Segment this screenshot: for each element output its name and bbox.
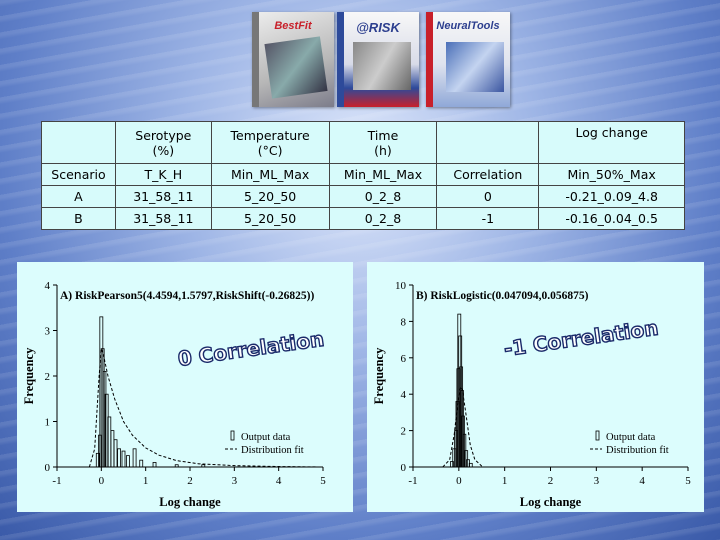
histogram-bar: [121, 450, 126, 468]
table-cell: 5_20_50: [210, 185, 330, 208]
distribution-fit-curve: [442, 385, 483, 468]
table-cell: 31_58_11: [114, 185, 212, 208]
legend-bar-swatch: [230, 430, 235, 441]
legend-entry: Output data: [606, 432, 656, 443]
x-tick-label: 3: [594, 475, 600, 487]
histogram-bar: [174, 464, 179, 468]
table-header-cell: [436, 121, 540, 164]
product-name: @RISK: [356, 20, 400, 35]
table-cell: 0: [436, 185, 540, 208]
header-temperature: Temperature (°C): [230, 127, 310, 158]
table-cell: -0.21_0.09_4.8: [538, 185, 685, 208]
histogram-bar: [139, 459, 144, 468]
y-tick-label: 4: [401, 389, 407, 401]
legend-bar-swatch: [595, 430, 600, 441]
table-cell: B: [41, 207, 116, 230]
table-cell: Min_50%_Max: [538, 163, 685, 186]
histogram-bar: [102, 371, 107, 468]
x-tick-label: 5: [320, 475, 326, 487]
table-header-row-1: Serotype (%) Temperature (°C) Time (h) L…: [41, 121, 685, 164]
table-header-row-2: Scenario T_K_H Min_ML_Max Min_ML_Max Cor…: [41, 163, 685, 186]
y-axis-label: Frequency: [22, 347, 36, 404]
product-box-bestfit: BestFit: [252, 12, 334, 107]
y-tick-label: 8: [401, 316, 407, 328]
chart-title: A) RiskPearson5(4.4594,1.5797,RiskShift(…: [60, 290, 314, 302]
histogram-plot-b: -1 0 1 2 3 4 5 0 2 4 6 8 10 B) RiskLogistic(0.047094,…: [367, 262, 704, 512]
header-serotype: Serotype (%): [135, 127, 192, 158]
histogram-bar: [468, 462, 473, 468]
table-cell: 5_20_50: [210, 207, 330, 230]
y-tick-label: 0: [401, 462, 407, 474]
table-header-cell: Serotype (%): [114, 121, 212, 164]
header-log-change: Log change: [575, 125, 648, 140]
x-tick-label: 2: [548, 475, 554, 487]
table-cell: Correlation: [436, 163, 540, 186]
table-cell: 31_58_11: [114, 207, 212, 230]
y-tick-label: 10: [395, 280, 407, 292]
table-cell: Min_ML_Max: [328, 163, 438, 186]
histogram-bar: [117, 448, 121, 468]
histogram-bar: [110, 430, 115, 468]
y-tick-label: 3: [45, 326, 51, 338]
scenario-table: Serotype (%) Temperature (°C) Time (h) L…: [41, 121, 685, 230]
table-cell: A: [41, 185, 116, 208]
correlation-annotation: -1 Correlation: [502, 316, 659, 361]
table-header-cell: [41, 121, 116, 164]
histogram-bar: [95, 452, 100, 468]
x-tick-label: 1: [143, 475, 149, 487]
table-cell: T_K_H: [114, 163, 212, 186]
x-tick-label: 4: [639, 475, 645, 487]
y-tick-label: 2: [401, 426, 407, 438]
y-tick-label: 1: [45, 417, 51, 429]
product-box-neuraltools: NeuralTools: [426, 12, 510, 107]
x-tick-label: -1: [52, 475, 61, 487]
header-time: Time (h): [367, 127, 399, 158]
x-tick-label: 5: [685, 475, 691, 487]
histogram-bar: [201, 464, 206, 468]
histogram-bar: [113, 439, 118, 468]
x-tick-label: 1: [502, 475, 508, 487]
chart-title: B) RiskLogistic(0.047094,0.056875): [416, 290, 589, 302]
x-tick-label: 3: [232, 475, 238, 487]
histogram-bar: [132, 448, 137, 468]
table-cell: 0_2_8: [328, 185, 438, 208]
y-tick-label: 0: [45, 462, 51, 474]
table-cell: -0.16_0.04_0.5: [538, 207, 685, 230]
product-name: BestFit: [274, 20, 312, 32]
histogram-bar: [152, 462, 157, 468]
histogram-plot-a: -1 0 1 2 3 4 5 0 1 2 3 4 A) RiskPearson5(4.4594,1.57…: [17, 262, 353, 512]
table-header-cell: Time (h): [328, 121, 438, 164]
table-header-cell: Log change: [538, 121, 685, 164]
x-axis-label: Log change: [159, 495, 221, 509]
legend-entry: Distribution fit: [241, 445, 304, 456]
histogram-bar: [450, 461, 454, 468]
correlation-annotation: 0 Correlation: [176, 327, 325, 371]
table-row: B 31_58_11 5_20_50 0_2_8 -1 -0.16_0.04_0…: [41, 207, 685, 230]
legend-entry: Distribution fit: [606, 445, 669, 456]
legend-entry: Output data: [241, 432, 291, 443]
table-cell: -1: [436, 207, 540, 230]
y-axis-label: Frequency: [372, 347, 386, 404]
x-axis-label: Log change: [520, 495, 582, 509]
histogram-bar: [126, 455, 130, 468]
distribution-fit-curve: [88, 348, 324, 468]
table-cell: Min_ML_Max: [210, 163, 330, 186]
y-tick-label: 2: [45, 371, 51, 383]
product-box-risk: @RISK: [337, 12, 419, 107]
product-name: NeuralTools: [436, 20, 500, 32]
table-cell: Scenario: [41, 163, 116, 186]
x-tick-label: 2: [187, 475, 193, 487]
y-tick-label: 6: [401, 353, 407, 365]
x-tick-label: 0: [456, 475, 462, 487]
y-tick-label: 4: [45, 280, 51, 292]
table-header-cell: Temperature (°C): [210, 121, 330, 164]
table-row: A 31_58_11 5_20_50 0_2_8 0 -0.21_0.09_4.…: [41, 185, 685, 208]
x-tick-label: -1: [408, 475, 417, 487]
x-tick-label: 0: [99, 475, 105, 487]
x-tick-label: 4: [276, 475, 282, 487]
table-cell: 0_2_8: [328, 207, 438, 230]
